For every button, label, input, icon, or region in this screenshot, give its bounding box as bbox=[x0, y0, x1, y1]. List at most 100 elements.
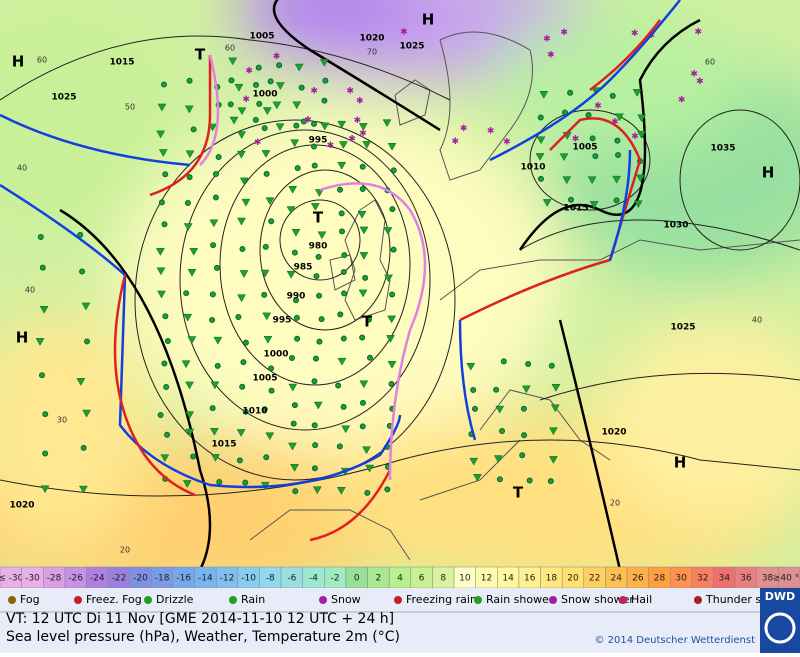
shower-symbol bbox=[337, 161, 347, 170]
shower-symbol bbox=[211, 454, 220, 462]
shower-symbol bbox=[341, 425, 351, 434]
scale-label: 20 bbox=[567, 574, 579, 584]
rain-dot bbox=[493, 386, 500, 393]
rain-dot bbox=[288, 355, 295, 362]
snow-symbol: ✱ bbox=[543, 34, 551, 44]
shower-symbol bbox=[272, 101, 282, 110]
rain-dot bbox=[388, 380, 395, 387]
shower-symbol bbox=[383, 227, 393, 235]
rain-dot bbox=[216, 479, 223, 486]
snow-symbol: ✱ bbox=[572, 135, 580, 145]
rain-dot bbox=[589, 135, 596, 142]
legend-label: Drizzle bbox=[156, 593, 194, 606]
rain-dot bbox=[293, 297, 300, 304]
shower-symbol bbox=[210, 427, 219, 436]
scale-label: -4 bbox=[309, 574, 318, 584]
shower-symbol bbox=[157, 290, 166, 299]
shower-symbol bbox=[587, 176, 597, 185]
rain-dot bbox=[263, 170, 270, 177]
temperature-label: 40 bbox=[25, 286, 35, 295]
legend-label: Freezing rain bbox=[406, 593, 477, 606]
legend-label: Snow shower bbox=[561, 593, 634, 606]
shower-symbol bbox=[337, 357, 347, 366]
rain-dot bbox=[262, 243, 269, 250]
rain-dot bbox=[227, 101, 234, 108]
shower-symbol bbox=[338, 141, 348, 149]
rain-dot bbox=[42, 411, 49, 418]
scale-label: 18 bbox=[546, 574, 558, 584]
scale-label: -26 bbox=[68, 574, 83, 584]
scale-label: 26 bbox=[632, 574, 644, 584]
temperature-label: 60 bbox=[705, 58, 715, 67]
shower-symbol bbox=[362, 446, 371, 455]
scale-label: 4 bbox=[397, 574, 403, 584]
logo: DWD bbox=[765, 590, 795, 603]
snow-symbol: ✱ bbox=[611, 118, 619, 128]
scale-label: -20 bbox=[133, 574, 148, 584]
isobar-label: 980 bbox=[309, 242, 328, 252]
shower-symbol bbox=[290, 139, 300, 148]
rain-dot bbox=[212, 171, 219, 178]
rain-dot bbox=[341, 290, 348, 297]
shower-symbol bbox=[185, 428, 195, 437]
rain-dot bbox=[321, 97, 328, 104]
rain-dot bbox=[338, 210, 345, 217]
rain-dot bbox=[236, 457, 243, 464]
rain-dot bbox=[340, 403, 347, 410]
shower-symbol bbox=[637, 114, 647, 123]
pressure-center: H bbox=[422, 11, 435, 29]
rain-dot bbox=[162, 171, 169, 178]
rain-dot bbox=[615, 151, 622, 158]
legend-icon bbox=[474, 596, 482, 604]
rain-dot bbox=[336, 443, 343, 450]
rain-dot bbox=[213, 264, 220, 271]
shower-symbol bbox=[35, 338, 45, 346]
rain-dot bbox=[209, 317, 216, 324]
shower-symbol bbox=[183, 313, 193, 322]
scale-label: 22 bbox=[589, 574, 600, 584]
shower-symbol bbox=[336, 487, 346, 495]
shower-symbol bbox=[288, 442, 297, 451]
rain-dot bbox=[316, 292, 323, 299]
isobar-label: 1020 bbox=[359, 34, 384, 44]
isobar-label: 1025 bbox=[399, 42, 424, 52]
scale-label: -22 bbox=[112, 574, 127, 584]
pressure-center: T bbox=[195, 46, 206, 64]
scale-label: 12 bbox=[481, 574, 492, 584]
rain-dot bbox=[255, 64, 262, 71]
shower-symbol bbox=[81, 302, 91, 311]
shower-symbol bbox=[237, 107, 247, 116]
shower-symbol bbox=[155, 248, 165, 256]
temperature-label: 40 bbox=[752, 316, 762, 325]
shower-symbol bbox=[185, 381, 194, 390]
temperature-label: 20 bbox=[120, 546, 130, 555]
snow-symbol: ✱ bbox=[631, 132, 639, 142]
rain-dot bbox=[268, 218, 275, 225]
shower-symbol bbox=[76, 378, 86, 386]
isobar-label: 1010 bbox=[520, 163, 545, 173]
shower-symbol bbox=[359, 252, 369, 260]
scale-label: 6 bbox=[419, 574, 425, 584]
shower-symbol bbox=[286, 206, 296, 215]
snow-symbol: ✱ bbox=[310, 87, 318, 97]
rain-dot bbox=[164, 431, 171, 438]
rain-dot bbox=[209, 291, 216, 298]
temperature-label: 20 bbox=[610, 499, 620, 508]
rain-dot bbox=[585, 111, 592, 118]
scale-label: 10 bbox=[459, 574, 471, 584]
rain-dot bbox=[520, 405, 527, 412]
snow-symbol: ✱ bbox=[327, 141, 335, 151]
rain-dot bbox=[613, 197, 620, 204]
rain-dot bbox=[228, 77, 235, 84]
shower-symbol bbox=[615, 113, 624, 122]
scale-label: 8 bbox=[440, 574, 446, 584]
rain-dot bbox=[242, 479, 249, 486]
scale-label: -10 bbox=[241, 574, 256, 584]
rain-dot bbox=[292, 488, 299, 495]
thick-isobars bbox=[59, 0, 701, 567]
scale-label: 38 bbox=[762, 574, 774, 584]
shower-symbol bbox=[493, 455, 503, 464]
snow-symbol: ✱ bbox=[631, 29, 639, 39]
legend-icon bbox=[74, 596, 82, 604]
